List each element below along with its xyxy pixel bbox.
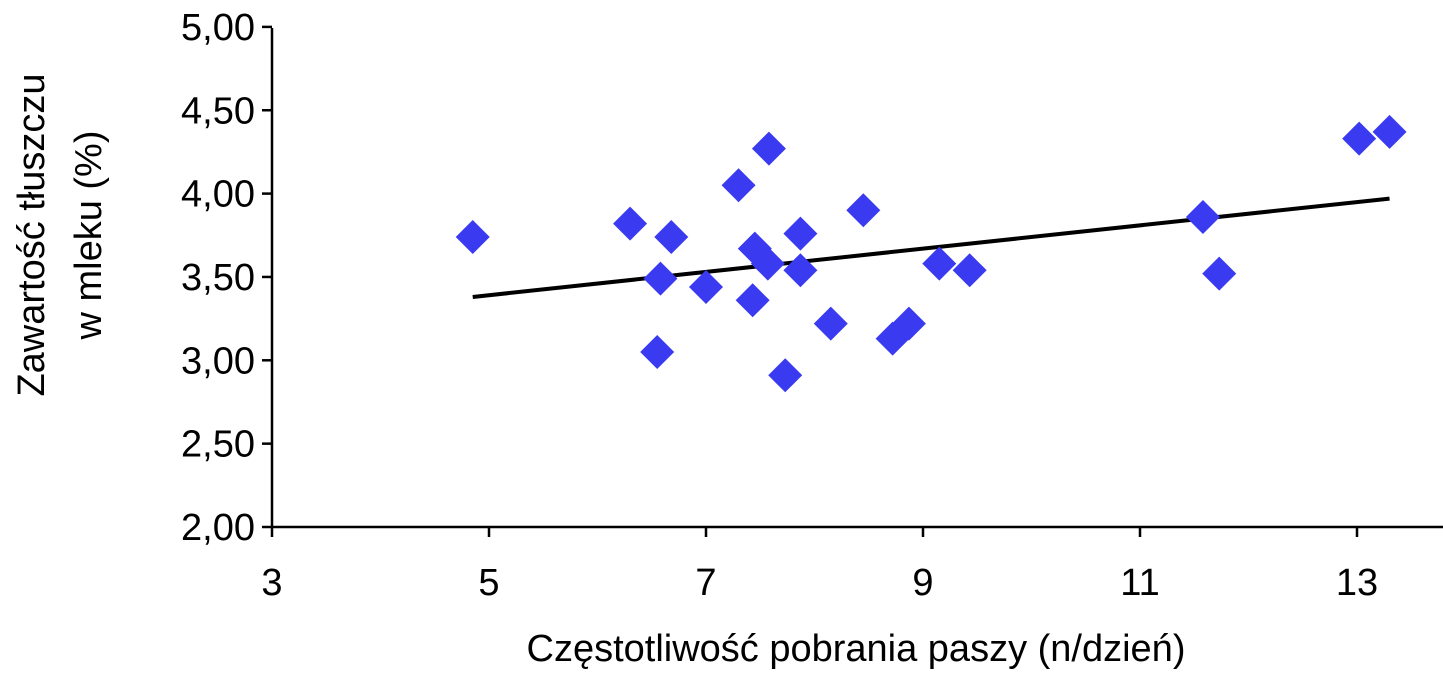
data-point-diamond (735, 283, 770, 318)
data-point-diamond (891, 306, 926, 341)
y-axis-title-line-2: w mleku (%) (68, 130, 110, 340)
data-point-diamond (1185, 199, 1220, 234)
trendline-layer (472, 196, 1390, 299)
data-point-diamond (654, 219, 689, 254)
data-point-diamond (455, 219, 490, 254)
data-point-diamond (751, 131, 786, 166)
data-point-diamond (643, 261, 678, 296)
data-point-diamond (768, 358, 803, 393)
points-layer (455, 114, 1407, 393)
data-point-diamond (783, 216, 818, 251)
data-point-diamond (640, 334, 675, 369)
data-point-diamond (846, 193, 881, 228)
x-tick-label: 3 (261, 562, 282, 604)
y-axis-title-line-1: Zawartość tłuszczu (11, 73, 53, 396)
x-tick-label: 5 (478, 562, 499, 604)
data-point-diamond (1202, 256, 1237, 291)
data-point-diamond (1372, 114, 1407, 149)
y-tick-label: 3,50 (181, 257, 255, 299)
data-point-diamond (721, 168, 756, 203)
x-tick-label: 11 (1120, 562, 1159, 604)
y-tick-label: 2,50 (181, 424, 255, 466)
data-point-diamond (783, 253, 818, 288)
y-tick-label: 3,00 (181, 340, 255, 382)
data-point-diamond (952, 253, 987, 288)
y-ticks: 2,00 2,50 3,00 3,50 4,00 4,50 5,00 (181, 7, 272, 549)
y-tick-label: 4,50 (181, 90, 255, 132)
data-point-diamond (1342, 121, 1377, 156)
trendline (472, 196, 1390, 299)
axes (270, 28, 1443, 529)
y-axis-title: Zawartość tłuszczu w mleku (%) (11, 73, 110, 396)
x-ticks: 3 5 7 9 11 13 (261, 527, 1378, 604)
data-point-diamond (813, 306, 848, 341)
data-point-diamond (922, 246, 957, 281)
data-point-diamond (689, 269, 723, 304)
x-tick-label: 9 (912, 562, 933, 604)
y-tick-label: 4,00 (181, 174, 255, 216)
y-tick-label: 2,00 (181, 507, 255, 549)
x-tick-label: 7 (695, 562, 716, 604)
x-axis-title: Częstotliwość pobrania paszy (n/dzień) (527, 628, 1186, 670)
y-tick-label: 5,00 (181, 7, 255, 49)
data-point-diamond (750, 246, 785, 281)
data-point-diamond (613, 206, 648, 241)
x-tick-label: 13 (1336, 562, 1378, 604)
